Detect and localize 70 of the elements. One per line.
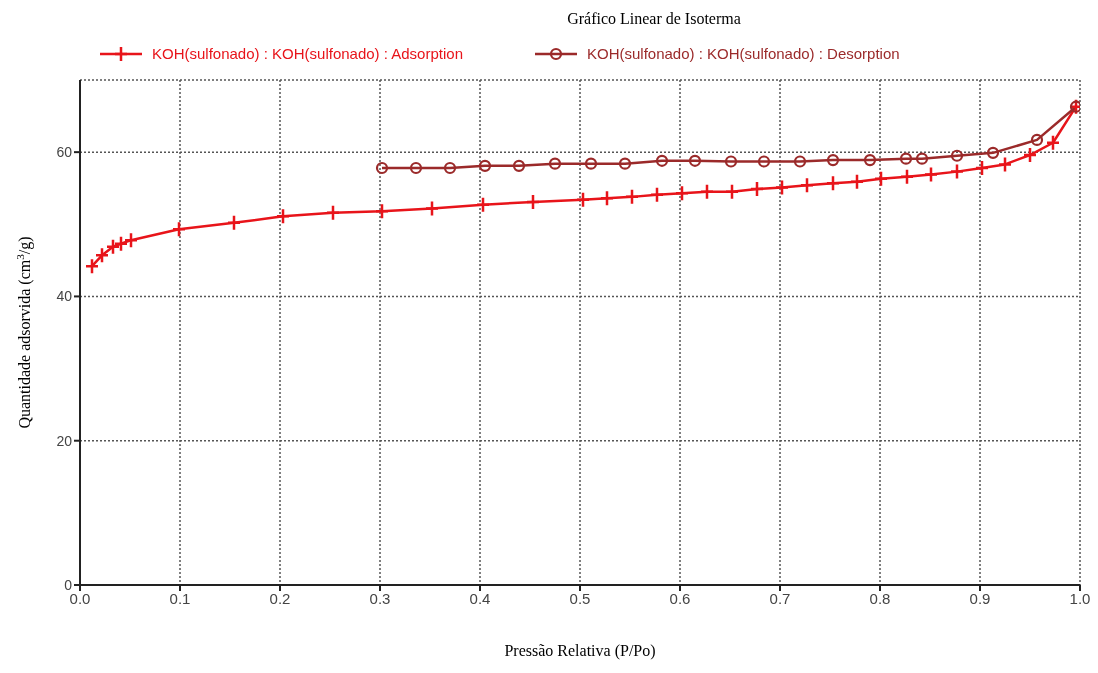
point (443, 161, 457, 175)
point (674, 185, 690, 202)
point (950, 149, 964, 162)
point (923, 166, 939, 183)
point (849, 173, 865, 190)
point (793, 155, 807, 168)
point (113, 235, 129, 253)
point (986, 146, 1000, 159)
x-tick-label: 0.6 (669, 589, 691, 607)
point (974, 159, 990, 177)
point (584, 157, 598, 170)
point (275, 208, 291, 225)
point (774, 179, 790, 196)
point (475, 196, 491, 214)
point (599, 190, 615, 207)
point (749, 180, 765, 198)
point (512, 159, 526, 172)
point (899, 168, 915, 185)
point (1022, 146, 1038, 164)
point (105, 238, 121, 255)
chart-title: Gráfico Linear de Isoterma (566, 9, 742, 29)
x-tick-label: 0.2 (269, 589, 291, 607)
point (374, 203, 390, 220)
x-tick-label: 0.5 (569, 589, 591, 607)
point (655, 154, 669, 167)
x-tick-label: 0.8 (869, 589, 891, 607)
y-tick-label: 20 (56, 432, 73, 449)
point (649, 186, 665, 203)
point (226, 214, 242, 232)
x-axis-title: Pressão Relativa (P/Po) (504, 642, 656, 661)
y-tick-label: 60 (56, 144, 73, 161)
point (375, 161, 389, 175)
point (949, 163, 965, 180)
point (724, 183, 740, 201)
point (575, 191, 591, 209)
y-tick-label: 40 (56, 288, 73, 305)
point (1045, 134, 1061, 152)
point (525, 193, 541, 211)
point (799, 177, 815, 194)
x-tick-label: 0.3 (369, 589, 391, 607)
point (548, 157, 562, 170)
x-tick-label: 0.4 (469, 589, 491, 607)
point (825, 174, 841, 192)
point (325, 204, 341, 221)
legend-label: KOH(sulfonado) : KOH(sulfonado) : Adsorption (152, 45, 463, 62)
point (826, 153, 840, 167)
point (688, 154, 702, 167)
point (84, 257, 100, 275)
x-tick-label: 0.9 (969, 589, 991, 607)
point (873, 170, 889, 188)
point (724, 155, 738, 168)
point (997, 156, 1013, 173)
point (863, 153, 877, 167)
legend-label: KOH(sulfonado) : KOH(sulfonado) : Desorption (587, 45, 900, 62)
point (171, 221, 187, 238)
point (409, 161, 423, 175)
point (699, 183, 715, 201)
point (1030, 133, 1044, 146)
point (94, 247, 110, 264)
point (618, 157, 632, 170)
point (624, 188, 640, 206)
x-tick-label: 1.0 (1069, 589, 1091, 607)
point (424, 200, 440, 217)
point (123, 231, 139, 249)
point (899, 152, 913, 165)
x-tick-label: 0.7 (769, 589, 791, 607)
x-tick-label: 0.1 (169, 589, 191, 607)
point (757, 155, 771, 168)
point (478, 159, 492, 172)
point (915, 152, 929, 165)
